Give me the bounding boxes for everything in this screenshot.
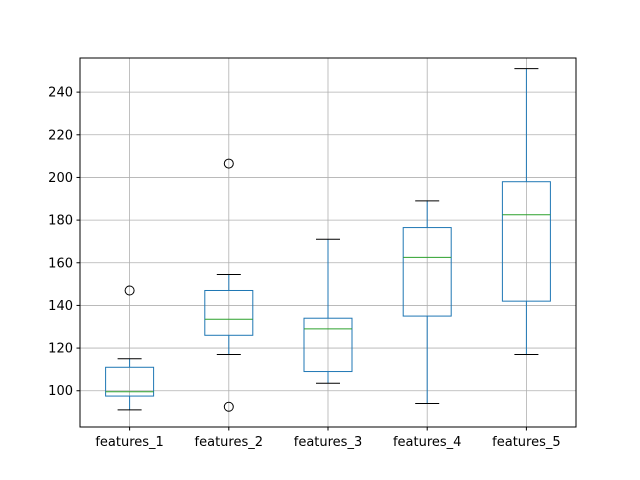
- y-tick-label: 240: [48, 86, 73, 101]
- x-tick-label: features_4: [393, 435, 461, 450]
- box-group-features-3: [303, 238, 353, 384]
- box-iqr: [303, 317, 353, 373]
- grid-layer: [80, 58, 576, 427]
- box-iqr: [501, 181, 551, 302]
- y-tick-label: 220: [48, 128, 73, 143]
- box-group-features-2: [204, 158, 254, 412]
- box-iqr: [402, 227, 452, 317]
- outlier-point: [223, 401, 234, 412]
- y-tick-label: 200: [48, 171, 73, 186]
- x-tick-label: features_1: [95, 435, 163, 450]
- outlier-point: [124, 285, 135, 296]
- box-group-features-1: [105, 285, 155, 411]
- y-tick-label: 120: [48, 342, 73, 357]
- y-tick-label: 180: [48, 214, 73, 229]
- box-group-features-4: [402, 200, 452, 405]
- outlier-point: [223, 158, 234, 169]
- box-layer: [105, 68, 551, 412]
- x-tick-label: features_5: [492, 435, 560, 450]
- box-group-features-5: [501, 68, 551, 355]
- y-tick-label: 140: [48, 299, 73, 314]
- x-tick-label: features_2: [195, 435, 263, 450]
- box-iqr: [204, 289, 254, 336]
- y-tick-label: 160: [48, 256, 73, 271]
- y-tick-label: 100: [48, 384, 73, 399]
- x-tick-label: features_3: [294, 435, 362, 450]
- box-iqr: [105, 366, 155, 397]
- tick-layer: 100 120 140 160 180 200 220 240 features_1 featur…: [48, 86, 560, 450]
